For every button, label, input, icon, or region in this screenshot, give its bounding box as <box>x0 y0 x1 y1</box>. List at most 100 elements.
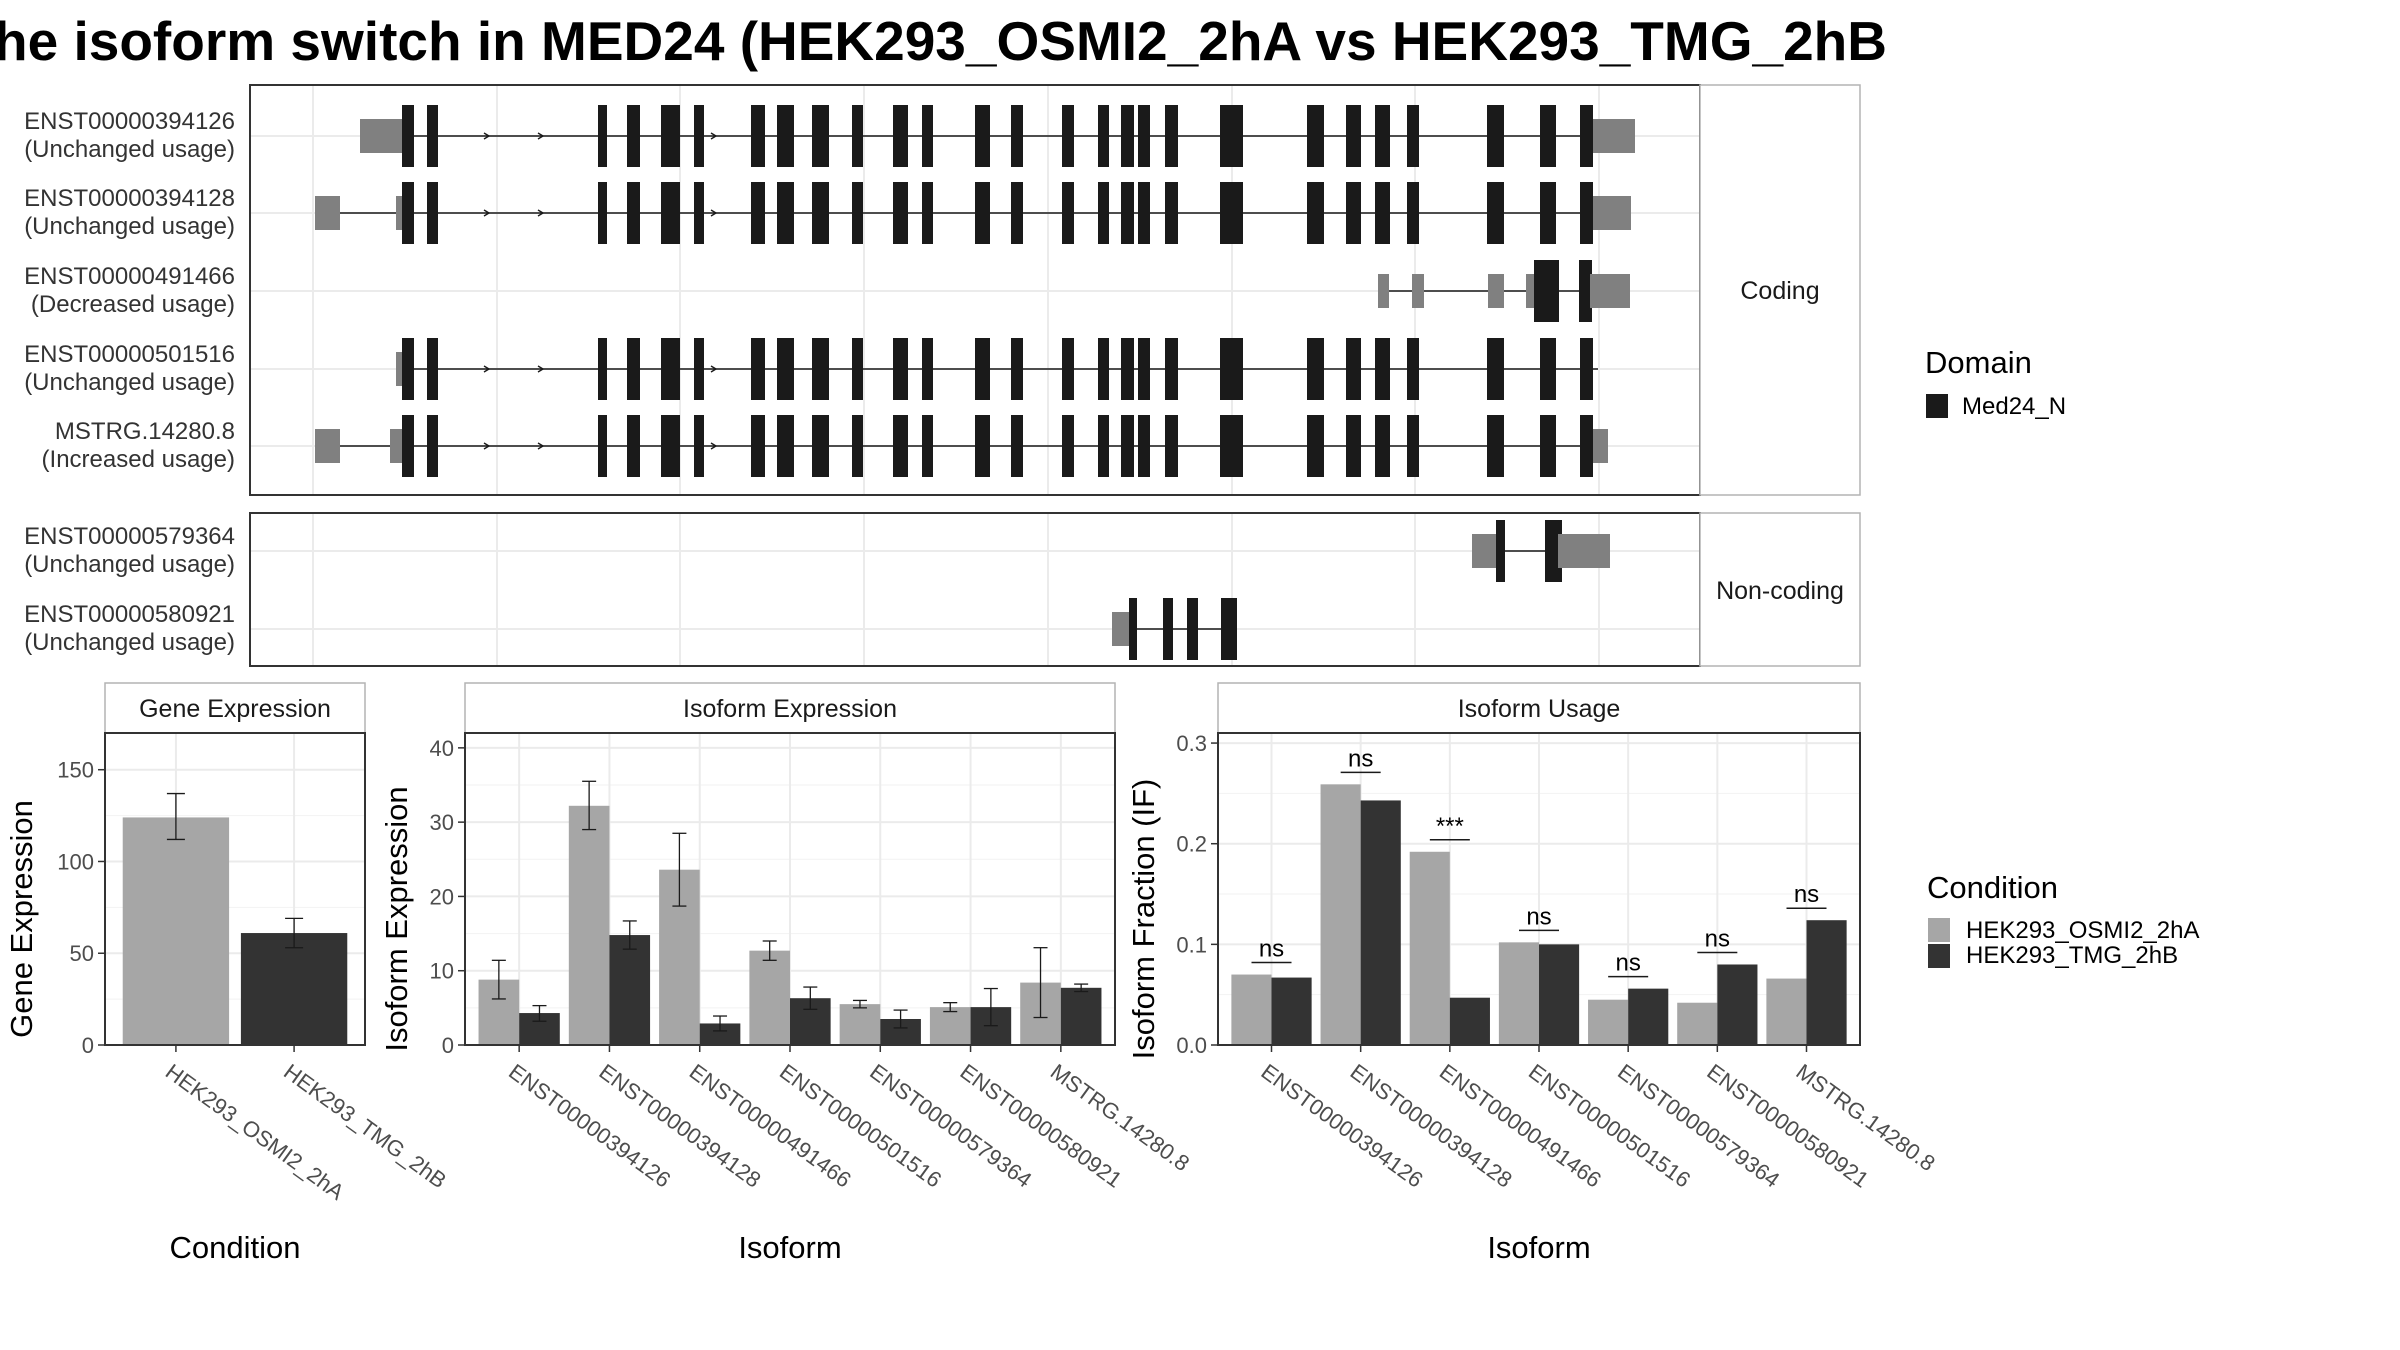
domain-legend-swatch <box>1926 394 1948 418</box>
domain-exon <box>627 105 640 167</box>
strand-arrow <box>537 442 545 450</box>
domain-exon <box>1121 415 1134 477</box>
condition-legend-label-b: HEK293_TMG_2hB <box>1966 942 2178 969</box>
domain-exon <box>1165 338 1178 400</box>
domain-exon <box>1487 182 1504 244</box>
domain-exon <box>1165 415 1178 477</box>
x-tick-label: ENST00000579364 <box>865 1059 1036 1193</box>
noncoding-transcript-tracks <box>1112 520 1610 660</box>
transcript-usage-label: (Unchanged usage) <box>24 213 235 240</box>
strand-arrow <box>537 209 545 217</box>
isoform-expression-strip <box>464 682 1116 734</box>
domain-exon <box>1138 105 1150 167</box>
domain-exon <box>598 415 607 477</box>
significance-label: ns <box>1794 881 1819 908</box>
utr-exon <box>385 119 403 153</box>
domain-exon <box>893 105 908 167</box>
domain-exon <box>1062 415 1074 477</box>
utr-exon <box>1558 534 1610 568</box>
transcript-usage-label: (Increased usage) <box>42 446 235 473</box>
plot-border <box>104 732 366 1046</box>
domain-exon <box>694 105 704 167</box>
strand-arrow <box>537 132 545 140</box>
utr-exon <box>396 196 404 230</box>
utr-exon <box>390 429 404 463</box>
domain-exon <box>1580 182 1593 244</box>
domain-exon <box>777 338 794 400</box>
condition-legend-title: Condition <box>1927 870 2058 905</box>
bar <box>1766 978 1807 1045</box>
domain-exon <box>1580 415 1593 477</box>
y-tick-label: 40 <box>430 736 454 761</box>
domain-exon <box>1121 105 1134 167</box>
domain-exon <box>812 415 829 477</box>
domain-exon <box>975 338 990 400</box>
domain-exon <box>1220 338 1243 400</box>
isoform-expression-y-title: Isoform Expression <box>379 786 414 1051</box>
transcript-panel-noncoding: Non-coding ENST00000579364(Unchanged usa… <box>24 512 1861 667</box>
gene-expression-x-title: Condition <box>170 1230 301 1265</box>
strand-arrow <box>483 365 491 373</box>
utr-exon <box>396 352 404 386</box>
domain-exon <box>1138 182 1150 244</box>
strand-arrow <box>710 209 718 217</box>
y-tick-label: 20 <box>430 884 454 909</box>
domain-exon <box>1307 182 1324 244</box>
domain-exon <box>661 415 680 477</box>
isoform-usage-plot: ns ns *** ns ns ns ns 0.0 0.1 0.2 0.3 ENST000003941… <box>1176 731 1939 1193</box>
utr-exon <box>1412 274 1424 308</box>
utr-exon <box>1593 429 1608 463</box>
domain-exon <box>598 105 607 167</box>
condition-legend-label-a: HEK293_OSMI2_2hA <box>1966 917 2199 944</box>
x-tick-label: ENST00000394128 <box>595 1059 766 1193</box>
domain-exon <box>427 182 438 244</box>
domain-exon <box>1098 415 1109 477</box>
y-tick-label: 50 <box>70 941 94 966</box>
significance-label: ns <box>1526 903 1551 930</box>
transcript-id-label: MSTRG.14280.8 <box>55 418 235 445</box>
domain-exon <box>402 338 414 400</box>
transcript-id-label: ENST00000580921 <box>24 601 235 628</box>
domain-exon <box>1540 338 1556 400</box>
domain-exon <box>1062 105 1074 167</box>
domain-exon <box>1487 338 1504 400</box>
domain-exon <box>1487 415 1504 477</box>
domain-exon <box>1138 338 1150 400</box>
transcript-usage-label: (Unchanged usage) <box>24 629 235 656</box>
domain-exon <box>627 182 640 244</box>
domain-exon <box>1307 415 1324 477</box>
isoform-usage-chart: Isoform Usage ns ns *** ns ns ns ns 0.0 0.1 0.2 0.… <box>1126 682 1940 1265</box>
domain-exon <box>661 338 680 400</box>
domain-exon <box>893 415 908 477</box>
transcript-usage-label: (Unchanged usage) <box>24 136 235 163</box>
domain-exon <box>1220 415 1243 477</box>
domain-exon <box>1121 338 1134 400</box>
domain-exon <box>1011 415 1023 477</box>
strand-arrow <box>483 132 491 140</box>
noncoding-strip <box>1699 512 1861 667</box>
x-tick-label: ENST00000501516 <box>1524 1059 1695 1193</box>
domain-exon <box>751 105 765 167</box>
domain-exon <box>1534 260 1545 322</box>
transcript-id-label: ENST00000501516 <box>24 341 235 368</box>
domain-exon <box>1545 520 1562 582</box>
strand-arrow <box>483 442 491 450</box>
domain-exon <box>777 105 794 167</box>
bar <box>1271 977 1312 1045</box>
domain-exon <box>893 338 908 400</box>
domain-exon <box>1165 105 1178 167</box>
domain-exon <box>1062 338 1074 400</box>
domain-exon <box>1098 338 1109 400</box>
bar <box>1539 944 1580 1045</box>
significance-label: ns <box>1348 745 1373 772</box>
x-tick-label: ENST00000491466 <box>685 1059 856 1193</box>
bar <box>568 805 610 1045</box>
domain-exon <box>922 182 933 244</box>
domain-exon <box>1580 338 1593 400</box>
strand-arrow <box>710 365 718 373</box>
isoform-usage-y-title: Isoform Fraction (IF) <box>1126 779 1161 1060</box>
significance-label: *** <box>1436 813 1464 840</box>
y-tick-label: 0.0 <box>1176 1033 1207 1058</box>
bar <box>1806 920 1847 1045</box>
